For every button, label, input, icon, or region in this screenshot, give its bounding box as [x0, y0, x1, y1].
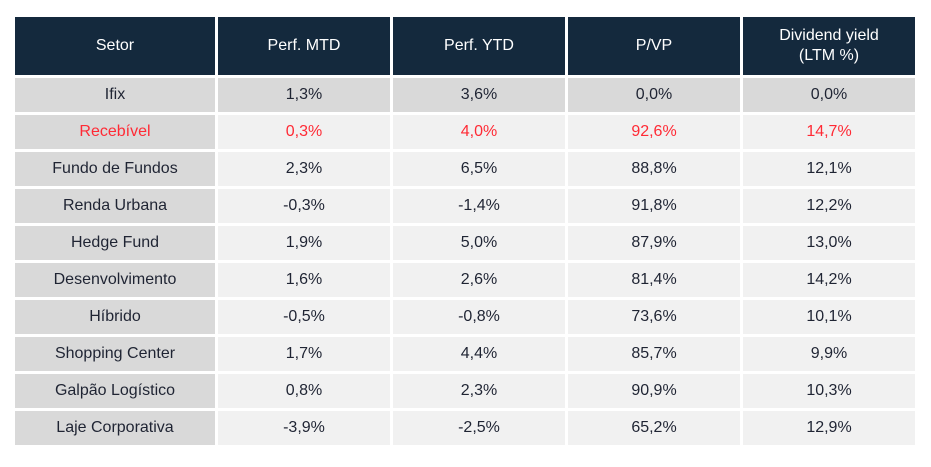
sector-cell: Fundo de Fundos — [15, 152, 215, 186]
column-header-dividend-yield: Dividend yield (LTM %) — [743, 17, 915, 75]
table-row: Galpão Logístico 0,8% 2,3% 90,9% 10,3% — [15, 374, 915, 408]
table-row: Hedge Fund 1,9% 5,0% 87,9% 13,0% — [15, 226, 915, 260]
value-cell: -0,5% — [218, 300, 390, 334]
value-cell: 6,5% — [393, 152, 565, 186]
sector-cell: Hedge Fund — [15, 226, 215, 260]
table-row: Fundo de Fundos 2,3% 6,5% 88,8% 12,1% — [15, 152, 915, 186]
value-cell: 0,3% — [218, 115, 390, 149]
value-cell: 87,9% — [568, 226, 740, 260]
column-header-perf-ytd: Perf. YTD — [393, 17, 565, 75]
table-row: Desenvolvimento 1,6% 2,6% 81,4% 14,2% — [15, 263, 915, 297]
value-cell: -0,3% — [218, 189, 390, 223]
value-cell: 9,9% — [743, 337, 915, 371]
sector-performance-table: Setor Perf. MTD Perf. YTD P/VP Dividend … — [12, 14, 918, 448]
value-cell: 13,0% — [743, 226, 915, 260]
column-header-setor: Setor — [15, 17, 215, 75]
table-row: Laje Corporativa -3,9% -2,5% 65,2% 12,9% — [15, 411, 915, 445]
value-cell: 10,1% — [743, 300, 915, 334]
sector-cell: Recebível — [15, 115, 215, 149]
column-header-label: P/VP — [635, 37, 673, 54]
value-cell: 3,6% — [393, 78, 565, 112]
value-cell: -1,4% — [393, 189, 565, 223]
value-cell: 12,9% — [743, 411, 915, 445]
value-cell: 73,6% — [568, 300, 740, 334]
value-cell: 2,3% — [218, 152, 390, 186]
value-cell: 65,2% — [568, 411, 740, 445]
table-body: Ifix 1,3% 3,6% 0,0% 0,0% Recebível 0,3% 4,0% 92,… — [15, 78, 915, 445]
column-header-perf-mtd: Perf. MTD — [218, 17, 390, 75]
sector-cell: Híbrido — [15, 300, 215, 334]
sector-cell: Desenvolvimento — [15, 263, 215, 297]
table-row: Renda Urbana -0,3% -1,4% 91,8% 12,2% — [15, 189, 915, 223]
value-cell: 1,3% — [218, 78, 390, 112]
value-cell: 1,6% — [218, 263, 390, 297]
table-header: Setor Perf. MTD Perf. YTD P/VP Dividend … — [15, 17, 915, 75]
sector-cell: Shopping Center — [15, 337, 215, 371]
value-cell: 12,2% — [743, 189, 915, 223]
table-row: Recebível 0,3% 4,0% 92,6% 14,7% — [15, 115, 915, 149]
sector-performance-table-container: Setor Perf. MTD Perf. YTD P/VP Dividend … — [12, 14, 918, 448]
value-cell: 10,3% — [743, 374, 915, 408]
table-row: Híbrido -0,5% -0,8% 73,6% 10,1% — [15, 300, 915, 334]
value-cell: 14,2% — [743, 263, 915, 297]
value-cell: 2,3% — [393, 374, 565, 408]
value-cell: 4,0% — [393, 115, 565, 149]
value-cell: 91,8% — [568, 189, 740, 223]
column-header-label: Setor — [95, 37, 135, 54]
value-cell: -2,5% — [393, 411, 565, 445]
sector-cell: Ifix — [15, 78, 215, 112]
column-header-label: Dividend yield (LTM %) — [779, 27, 879, 64]
value-cell: 1,7% — [218, 337, 390, 371]
value-cell: 88,8% — [568, 152, 740, 186]
column-header-label: Perf. YTD — [444, 37, 514, 54]
value-cell: 2,6% — [393, 263, 565, 297]
value-cell: 0,0% — [568, 78, 740, 112]
value-cell: -3,9% — [218, 411, 390, 445]
value-cell: 1,9% — [218, 226, 390, 260]
column-header-pvp: P/VP — [568, 17, 740, 75]
value-cell: 14,7% — [743, 115, 915, 149]
value-cell: 4,4% — [393, 337, 565, 371]
value-cell: -0,8% — [393, 300, 565, 334]
value-cell: 92,6% — [568, 115, 740, 149]
header-row: Setor Perf. MTD Perf. YTD P/VP Dividend … — [15, 17, 915, 75]
table-row: Shopping Center 1,7% 4,4% 85,7% 9,9% — [15, 337, 915, 371]
column-header-label: Perf. MTD — [267, 37, 341, 54]
value-cell: 12,1% — [743, 152, 915, 186]
value-cell: 0,8% — [218, 374, 390, 408]
table-row: Ifix 1,3% 3,6% 0,0% 0,0% — [15, 78, 915, 112]
value-cell: 5,0% — [393, 226, 565, 260]
value-cell: 0,0% — [743, 78, 915, 112]
value-cell: 90,9% — [568, 374, 740, 408]
sector-cell: Laje Corporativa — [15, 411, 215, 445]
value-cell: 85,7% — [568, 337, 740, 371]
sector-cell: Renda Urbana — [15, 189, 215, 223]
sector-cell: Galpão Logístico — [15, 374, 215, 408]
value-cell: 81,4% — [568, 263, 740, 297]
